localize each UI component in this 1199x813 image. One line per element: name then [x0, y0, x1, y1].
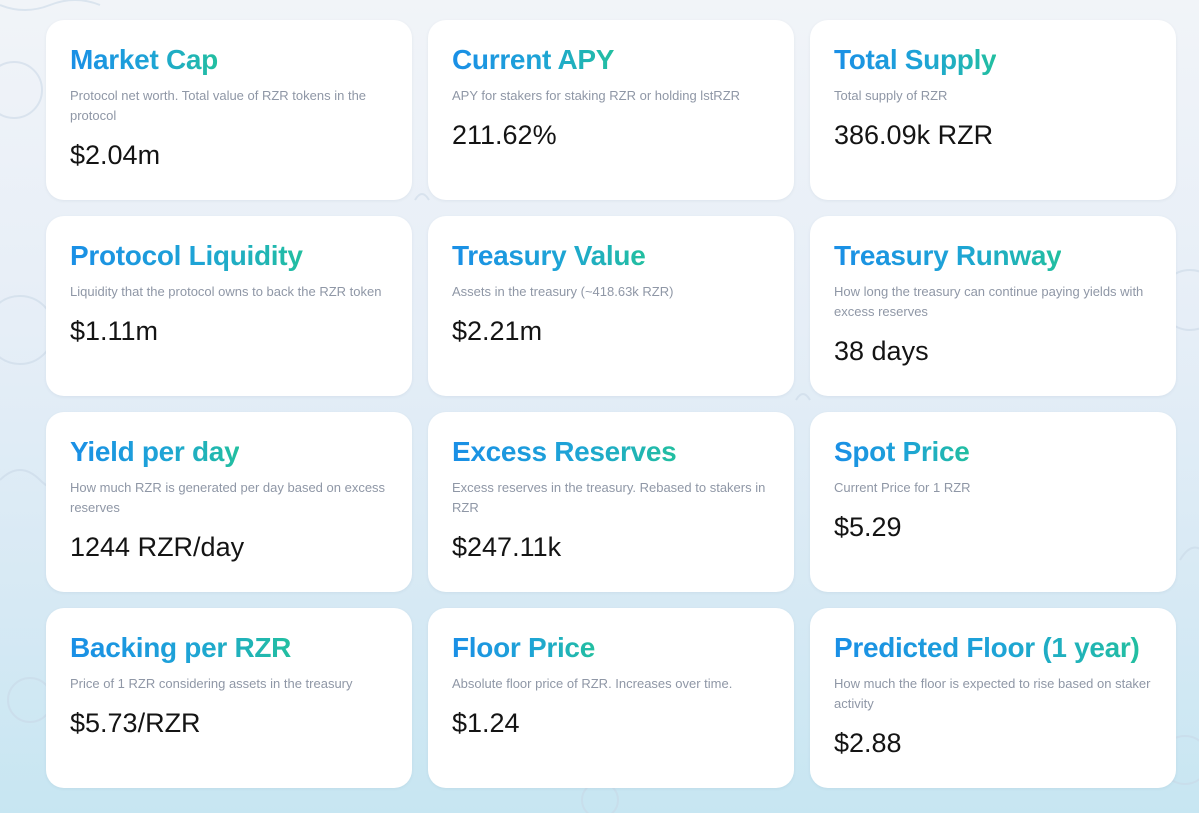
- total-supply-card: Total Supply Total supply of RZR 386.09k…: [810, 20, 1176, 200]
- treasury-runway-card: Treasury Runway How long the treasury ca…: [810, 216, 1176, 396]
- treasury-value-value: $2.21m: [452, 316, 543, 346]
- predicted-floor-description: How much the floor is expected to rise b…: [834, 676, 1151, 711]
- treasury-value-card: Treasury Value Assets in the treasury (~…: [428, 216, 794, 396]
- total-supply-description: Total supply of RZR: [834, 88, 948, 103]
- treasury-runway-value: 38 days: [834, 336, 929, 366]
- yield-per-day-description: How much RZR is generated per day based …: [70, 480, 386, 515]
- total-supply-title: Total Supply: [834, 44, 997, 75]
- floor-price-value: $1.24: [452, 708, 520, 738]
- market-cap-description: Protocol net worth. Total value of RZR t…: [70, 88, 367, 123]
- yield-per-day-card: Yield per day How much RZR is generated …: [46, 412, 412, 592]
- floor-price-description: Absolute floor price of RZR. Increases o…: [452, 676, 733, 691]
- excess-reserves-value: $247.11k: [452, 532, 562, 562]
- current-apy-card: Current APY APY for stakers for staking …: [428, 20, 794, 200]
- spot-price-card: Spot Price Current Price for 1 RZR $5.29: [810, 412, 1176, 592]
- market-cap-card: Market Cap Protocol net worth. Total val…: [46, 20, 412, 200]
- current-apy-value: 211.62%: [452, 120, 557, 150]
- protocol-liquidity-title: Protocol Liquidity: [70, 240, 303, 271]
- treasury-runway-title: Treasury Runway: [834, 240, 1062, 271]
- predicted-floor-value: $2.88: [834, 728, 902, 758]
- spot-price-description: Current Price for 1 RZR: [834, 480, 971, 495]
- excess-reserves-title: Excess Reserves: [452, 436, 677, 467]
- floor-price-title: Floor Price: [452, 632, 595, 663]
- current-apy-description: APY for stakers for staking RZR or holdi…: [452, 88, 741, 103]
- spot-price-value: $5.29: [834, 512, 902, 542]
- predicted-floor-card: Predicted Floor (1 year) How much the fl…: [810, 608, 1176, 788]
- spot-price-title: Spot Price: [834, 436, 970, 467]
- market-cap-value: $2.04m: [70, 140, 161, 170]
- protocol-liquidity-value: $1.11m: [70, 316, 159, 346]
- backing-per-rzr-title: Backing per RZR: [70, 632, 292, 663]
- market-cap-title: Market Cap: [70, 44, 218, 75]
- protocol-liquidity-card: Protocol Liquidity Liquidity that the pr…: [46, 216, 412, 396]
- total-supply-value: 386.09k RZR: [834, 120, 994, 150]
- backing-per-rzr-value: $5.73/RZR: [70, 708, 201, 738]
- yield-per-day-value: 1244 RZR/day: [70, 532, 245, 562]
- backing-per-rzr-card: Backing per RZR Price of 1 RZR consideri…: [46, 608, 412, 788]
- treasury-value-title: Treasury Value: [452, 240, 646, 271]
- floor-price-card: Floor Price Absolute floor price of RZR.…: [428, 608, 794, 788]
- excess-reserves-card: Excess Reserves Excess reserves in the t…: [428, 412, 794, 592]
- current-apy-title: Current APY: [452, 44, 615, 75]
- backing-per-rzr-description: Price of 1 RZR considering assets in the…: [70, 676, 353, 691]
- yield-per-day-title: Yield per day: [70, 436, 240, 467]
- predicted-floor-title: Predicted Floor (1 year): [834, 632, 1140, 663]
- excess-reserves-description: Excess reserves in the treasury. Rebased…: [452, 480, 766, 515]
- treasury-runway-description: How long the treasury can continue payin…: [834, 284, 1144, 319]
- stats-grid: Market Cap Protocol net worth. Total val…: [46, 20, 1176, 788]
- protocol-liquidity-description: Liquidity that the protocol owns to back…: [70, 284, 382, 299]
- treasury-value-description: Assets in the treasury (~418.63k RZR): [452, 284, 674, 299]
